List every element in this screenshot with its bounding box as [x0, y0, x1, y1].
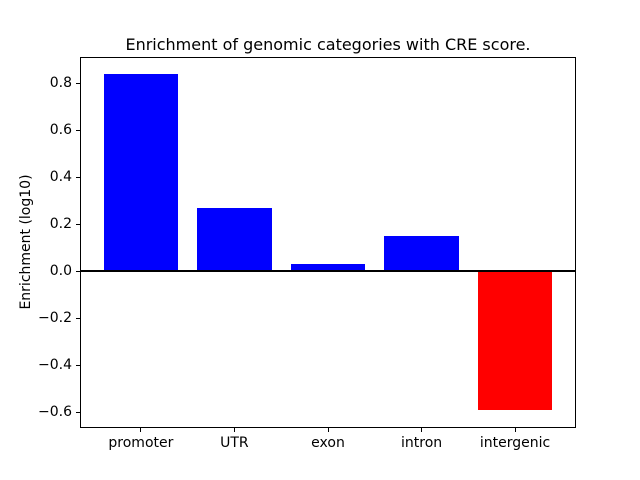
x-tick-label-promoter: promoter: [108, 435, 174, 451]
y-tick-mark-0.4: [76, 177, 80, 178]
y-tick-mark-−0.2: [76, 317, 80, 319]
y-tick-mark-0.0: [76, 270, 80, 272]
y-tick-label-−0.4: −0.4: [38, 356, 72, 373]
bar-UTR: [197, 208, 272, 272]
y-tick-mark-0.6: [76, 130, 80, 131]
chart-title: Enrichment of genomic categories with CR…: [125, 35, 531, 54]
y-tick-label-0.8: 0.8: [49, 75, 72, 92]
x-tick-label-intergenic: intergenic: [479, 435, 551, 451]
y-tick-label-0.0: 0.0: [49, 262, 72, 279]
y-tick-mark-−0.6: [76, 411, 80, 413]
x-tick-label-intron: intron: [401, 435, 443, 451]
x-tick-mark-exon: [327, 428, 329, 432]
x-tick-mark-intron: [421, 428, 423, 432]
y-tick-mark-−0.4: [76, 364, 80, 366]
y-tick-label-0.4: 0.4: [49, 169, 72, 185]
y-tick-label-−0.2: −0.2: [38, 309, 72, 326]
y-tick-label-0.2: 0.2: [49, 215, 72, 232]
y-tick-mark-0.8: [76, 83, 80, 85]
y-tick-label-−0.6: −0.6: [38, 403, 72, 420]
x-tick-label-exon: exon: [311, 435, 345, 451]
x-tick-mark-UTR: [233, 428, 235, 432]
plot-area: promoter UTR exon intron intergenic −0.6 −0.4 −…: [38, 57, 576, 451]
y-tick-mark-0.2: [76, 223, 80, 225]
bar-exon: [290, 264, 366, 272]
x-tick-mark-intergenic: [514, 428, 516, 432]
zero-baseline: [81, 270, 575, 273]
bar-promoter: [103, 74, 179, 272]
bar-intron: [384, 236, 459, 272]
y-tick-label-0.6: 0.6: [49, 122, 72, 138]
x-tick-mark-promoter: [140, 428, 142, 432]
x-tick-label-UTR: UTR: [220, 435, 249, 451]
bar-intergenic: [477, 271, 553, 410]
